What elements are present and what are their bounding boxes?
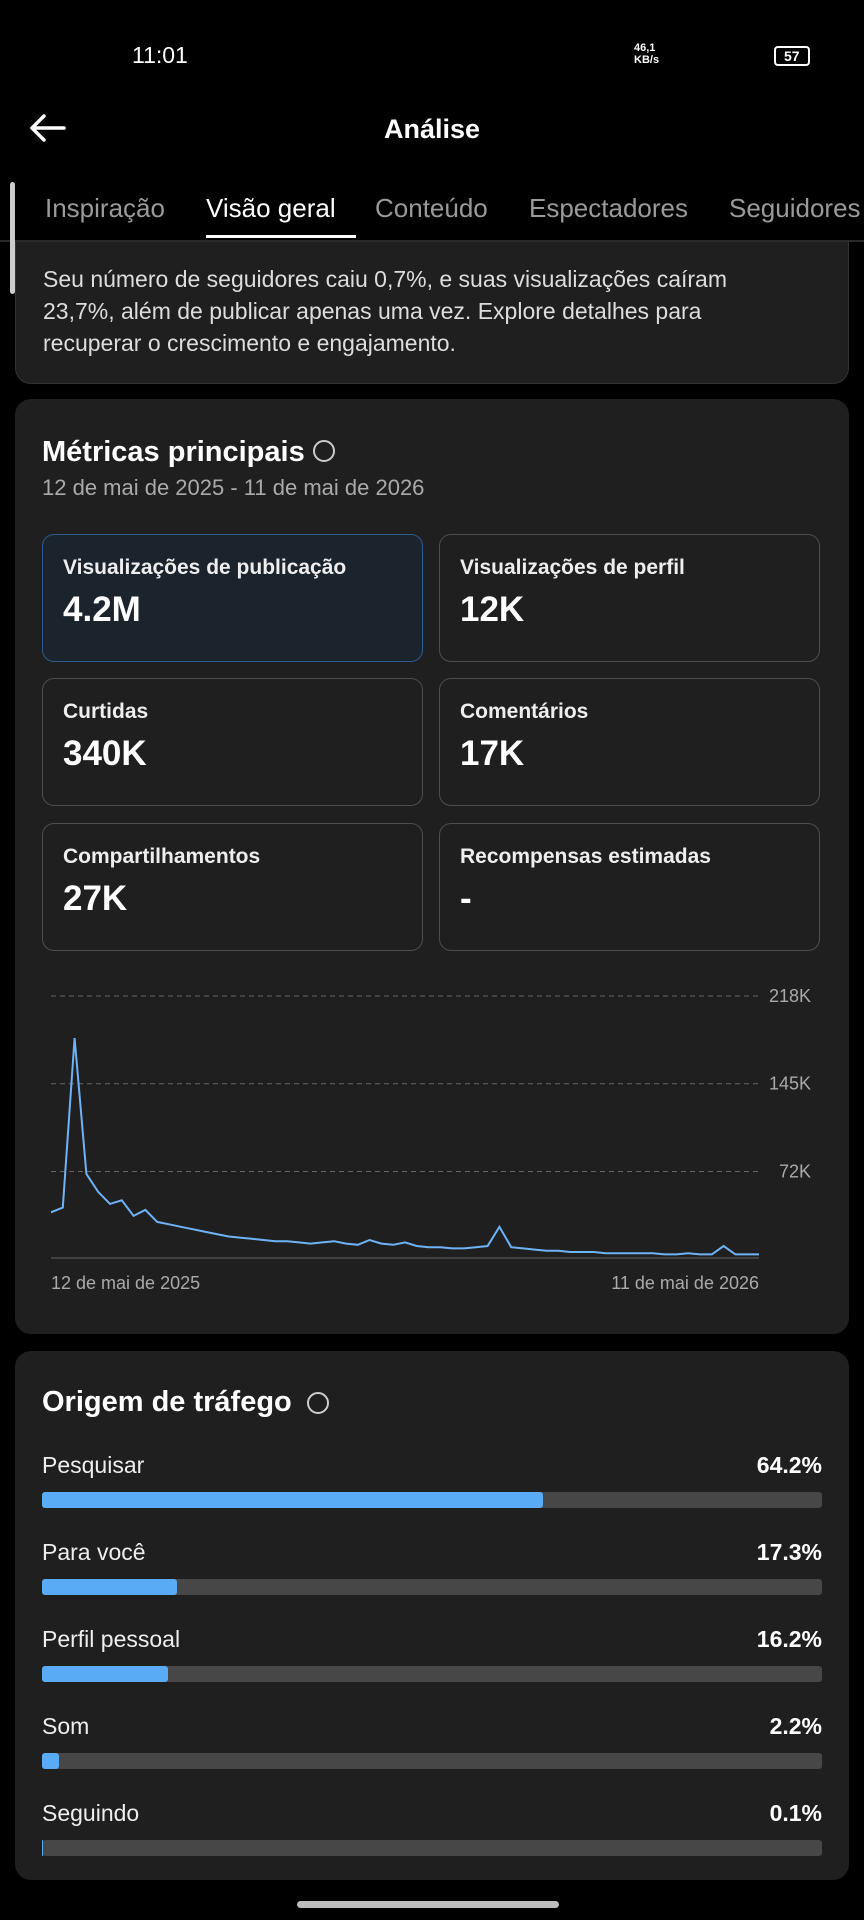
- bar-track: [42, 1666, 822, 1682]
- metric-tile[interactable]: [439, 678, 820, 806]
- header-title: Análise: [383, 114, 481, 144]
- bar-track: [42, 1579, 822, 1595]
- metric-tile[interactable]: [42, 534, 423, 662]
- metric-value: 27K: [63, 879, 128, 918]
- y-tick-label: 72K: [779, 1161, 811, 1181]
- metric-tile[interactable]: [42, 678, 423, 806]
- source-value: 0.1%: [769, 1800, 822, 1826]
- metric-value: 17K: [460, 734, 525, 773]
- source-value: 16.2%: [756, 1626, 822, 1652]
- x-tick-label: 11 de mai de 2026: [611, 1273, 759, 1293]
- metric-label: Visualizações de publicação: [63, 556, 347, 579]
- source-name: Som: [42, 1713, 90, 1739]
- net-speed: 46,1: [634, 42, 656, 54]
- banner-text: 23,7%, além de publicar apenas uma vez. …: [43, 298, 702, 324]
- metric-value: 4.2M: [63, 590, 141, 629]
- tab-divider: [0, 240, 864, 242]
- y-tick-label: 218K: [769, 986, 811, 1006]
- status-time: 11:01: [132, 42, 188, 68]
- source-value: 17.3%: [756, 1539, 822, 1565]
- top-bar: [0, 0, 864, 241]
- bar: [42, 1492, 543, 1508]
- tab[interactable]: Visão geral: [206, 193, 336, 223]
- info-icon: [313, 440, 335, 462]
- metric-label: Comentários: [460, 700, 589, 723]
- battery: 57: [774, 46, 810, 66]
- date-range: 12 de mai de 2025 - 11 de mai de 2026: [42, 475, 425, 500]
- banner-text: recuperar o crescimento e engajamento.: [43, 330, 456, 356]
- tab[interactable]: Espectadores: [529, 193, 688, 223]
- metrics-title: Métricas principais: [42, 436, 305, 468]
- net-speed-unit: KB/s: [634, 54, 660, 66]
- source-value: 64.2%: [756, 1452, 822, 1478]
- back-button[interactable]: [28, 112, 68, 144]
- metric-tile[interactable]: [439, 534, 820, 662]
- tab-underline: [206, 235, 356, 238]
- scrollbar: [10, 182, 15, 294]
- bar-track: [42, 1840, 822, 1856]
- metric-label: Curtidas: [63, 700, 149, 723]
- tab[interactable]: Conteúdo: [375, 193, 488, 223]
- metric-label: Compartilhamentos: [63, 845, 261, 868]
- bar-track: [42, 1753, 822, 1769]
- source-name: Pesquisar: [42, 1452, 145, 1478]
- bar: [42, 1753, 60, 1769]
- metric-value: 12K: [460, 590, 525, 629]
- line-series: [50, 1038, 759, 1256]
- source-name: Seguindo: [42, 1800, 140, 1826]
- metric-value: 340K: [63, 734, 147, 773]
- y-tick-label: 145K: [769, 1074, 811, 1094]
- metric-value: -: [460, 879, 472, 918]
- metric-tile[interactable]: [439, 823, 820, 951]
- bar: [42, 1840, 43, 1856]
- source-name: Perfil pessoal: [42, 1626, 181, 1652]
- x-tick-label: 12 de mai de 2025: [51, 1273, 200, 1293]
- metric-label: Visualizações de perfil: [460, 556, 685, 579]
- metric-label: Recompensas estimadas: [460, 845, 711, 868]
- banner-text: Seu número de seguidores caiu 0,7%, e su…: [43, 266, 727, 292]
- metric-tile[interactable]: [42, 823, 423, 951]
- tab[interactable]: Inspiração: [45, 193, 165, 223]
- chart: 72K 145K 218K 12 de mai de 2025 11 de mai de…: [50, 986, 811, 1293]
- source-value: 2.2%: [769, 1713, 822, 1739]
- traffic-title: Origem de tráfego: [42, 1386, 292, 1418]
- source-name: Para você: [42, 1539, 146, 1565]
- bar: [42, 1579, 177, 1595]
- traffic-card: [15, 1351, 849, 1880]
- tab[interactable]: Seguidores: [729, 193, 861, 223]
- bar: [42, 1666, 169, 1682]
- home-indicator: [297, 1901, 559, 1908]
- info-icon: [307, 1392, 329, 1414]
